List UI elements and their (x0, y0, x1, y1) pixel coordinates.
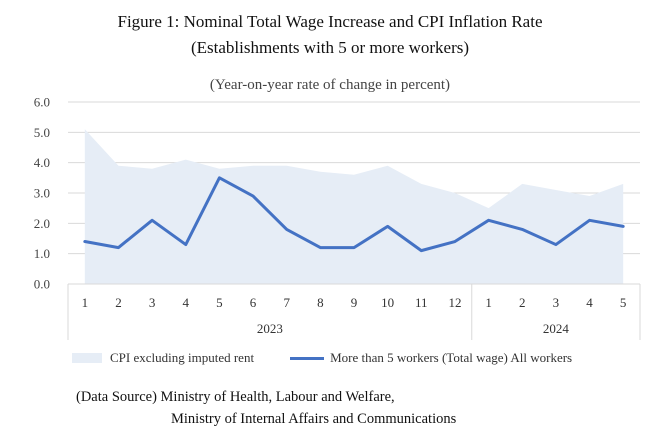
x-tick-label-14: 3 (553, 295, 560, 310)
series-area-cpi (84, 129, 624, 284)
x-tick-label-3: 4 (183, 295, 190, 310)
x-tick-label-8: 9 (351, 295, 358, 310)
y-tick-label-2: 2.0 (34, 216, 50, 231)
x-tick-label-0: 1 (82, 295, 89, 310)
x-tick-label-9: 10 (381, 295, 394, 310)
chart-title-line1: Figure 1: Nominal Total Wage Increase an… (117, 12, 543, 31)
x-tick-label-16: 5 (620, 295, 627, 310)
source-line1: (Data Source) Ministry of Health, Labour… (76, 389, 395, 405)
x-tick-label-2: 3 (149, 295, 156, 310)
x-tick-label-12: 1 (485, 295, 492, 310)
x-tick-label-4: 5 (216, 295, 223, 310)
series-line-wage (83, 176, 625, 253)
legend-item-wage: More than 5 workers (Total wage) All wor… (290, 350, 572, 366)
x-tick-label-15: 4 (586, 295, 593, 310)
x-tick-label-7: 8 (317, 295, 324, 310)
legend-item-cpi: CPI excluding imputed rent (72, 350, 254, 366)
x-tick-label-13: 2 (519, 295, 526, 310)
x-group-label-1: 2024 (543, 321, 570, 336)
x-tick-label-10: 11 (415, 295, 428, 310)
legend-label-wage: More than 5 workers (Total wage) All wor… (330, 350, 573, 365)
x-tick-label-5: 6 (250, 295, 257, 310)
source-line2: Ministry of Internal Affairs and Communi… (171, 411, 457, 427)
data-source-note: (Data Source) Ministry of Health, Labour… (76, 386, 456, 430)
legend-label-cpi: CPI excluding imputed rent (110, 350, 255, 365)
y-tick-label-6: 6.0 (34, 95, 50, 110)
y-tick-label-4: 4.0 (34, 155, 50, 170)
y-tick-label-3: 3.0 (34, 186, 50, 201)
legend-swatch-line (290, 356, 325, 360)
legend-swatch-area (72, 353, 102, 363)
legend: CPI excluding imputed rent More than 5 w… (72, 350, 608, 366)
x-tick-label-11: 12 (448, 295, 461, 310)
y-tick-label-1: 1.0 (34, 246, 50, 261)
x-tick-label-1: 2 (115, 295, 122, 310)
y-tick-label-5: 5.0 (34, 125, 50, 140)
chart-title-line2: (Establishments with 5 or more workers) (190, 38, 470, 57)
x-group-label-0: 2023 (257, 321, 283, 336)
chart-subtitle: (Year-on-year rate of change in percent) (209, 77, 451, 93)
y-tick-label-0: 0.0 (34, 277, 50, 292)
x-tick-label-6: 7 (283, 295, 290, 310)
